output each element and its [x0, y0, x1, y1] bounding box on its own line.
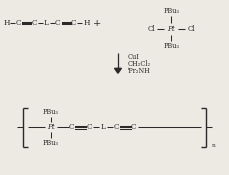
Text: PBu₃: PBu₃	[163, 7, 179, 15]
Text: PBu₃: PBu₃	[163, 42, 179, 50]
Text: L: L	[44, 19, 49, 27]
Text: PBu₃: PBu₃	[43, 139, 59, 147]
Text: Pt: Pt	[47, 123, 55, 131]
Text: C: C	[15, 19, 21, 27]
Text: Cl: Cl	[147, 25, 155, 33]
Text: H: H	[83, 19, 89, 27]
Text: H: H	[3, 19, 10, 27]
Text: C: C	[113, 123, 118, 131]
Text: n: n	[211, 143, 215, 148]
Text: C: C	[71, 19, 76, 27]
Text: C: C	[68, 123, 74, 131]
Text: Cl: Cl	[186, 25, 194, 33]
Text: C: C	[31, 19, 37, 27]
Text: CH₂Cl₂: CH₂Cl₂	[127, 60, 150, 68]
Text: PBu₃: PBu₃	[43, 108, 59, 116]
Text: L: L	[100, 123, 105, 131]
Text: C: C	[55, 19, 60, 27]
Text: ⁱPr₂NH: ⁱPr₂NH	[127, 67, 150, 75]
Text: +: +	[93, 19, 101, 27]
Text: C: C	[86, 123, 92, 131]
Text: CuI: CuI	[127, 54, 139, 61]
Text: C: C	[131, 123, 136, 131]
Polygon shape	[114, 68, 121, 73]
Text: Pt: Pt	[167, 25, 174, 33]
